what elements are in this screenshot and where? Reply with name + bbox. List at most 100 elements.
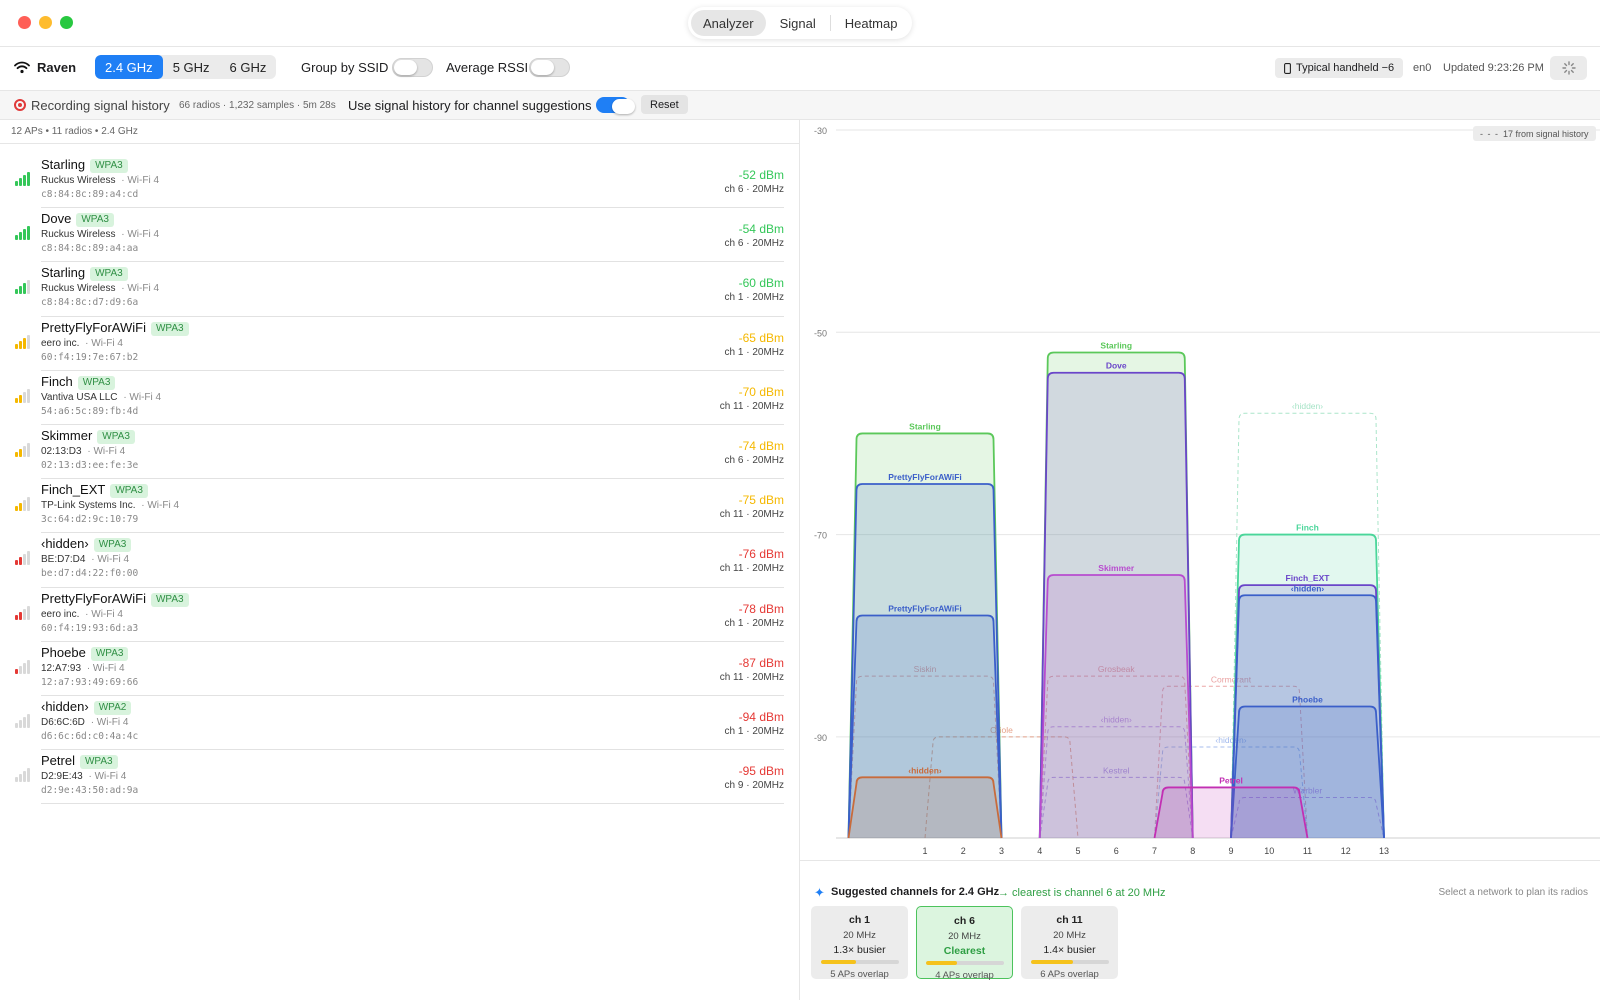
device-profile-label: Typical handheld −6: [1296, 62, 1395, 74]
curve-label: ‹hidden›: [1291, 583, 1325, 593]
card-utilization-fill: [925, 961, 957, 965]
ap-row[interactable]: PrettyFlyForAWiFi WPA3 eero inc. · Wi-Fi …: [0, 588, 800, 642]
ap-row[interactable]: Finch_EXT WPA3 TP-Link Systems Inc. · Wi-…: [0, 479, 800, 534]
channel-graph[interactable]: -30-50-70-901 2 3 4 5 6 7 8 9 10 11 12 13‹hidden›Sis…: [800, 120, 1600, 860]
signal-bar: [23, 229, 26, 241]
signal-bar: [23, 771, 26, 783]
signal-bar: [19, 232, 22, 241]
ap-row[interactable]: ‹hidden› WPA2 D6:6C:6D · Wi-Fi 4 d6:6c:6d…: [0, 696, 800, 751]
channel-curve: [1230, 412, 1385, 839]
ap-vendor-label: D2:9E:43: [41, 771, 83, 783]
signal-bar: [23, 445, 26, 457]
ap-ssid-label: PrettyFlyForAWiFi: [41, 319, 146, 335]
security-badge: WPA3: [76, 213, 114, 228]
channel-curve: [1039, 726, 1194, 839]
channel-curve: [1154, 685, 1308, 839]
band-6ghz-button[interactable]: 6 GHz: [229, 59, 267, 75]
refresh-button[interactable]: [1550, 56, 1587, 80]
ap-ssid: Petrel WPA3: [41, 753, 118, 770]
channel-curve: [847, 614, 1003, 839]
card-utilization-bar: [820, 960, 899, 964]
signal-bar: [15, 289, 18, 295]
tab-signal[interactable]: Signal: [779, 15, 816, 31]
signal-strength-icon: [15, 658, 31, 674]
ap-ssid-label: Finch_EXT: [41, 482, 106, 498]
ap-channel: ch 6 · 20MHz: [724, 238, 784, 250]
curve-label: Finch_EXT: [1286, 573, 1331, 583]
ap-ssid-label: ‹hidden›: [41, 536, 89, 552]
ap-ssid-label: Starling: [41, 157, 86, 172]
signal-strength-icon: [15, 387, 31, 403]
ap-bssid: d2:9e:43:50:ad:9a: [41, 785, 139, 797]
ap-bssid: 60:f4:19:7e:67:b2: [41, 351, 139, 363]
ap-ssid-label: Phoebe: [41, 644, 86, 660]
signal-bar: [23, 337, 26, 349]
ap-standard: · Wi-Fi 4: [91, 554, 130, 566]
ap-row[interactable]: Dove WPA3 Ruckus Wireless · Wi-Fi 4 c8:84…: [0, 208, 800, 263]
x-tick-label: 8: [1190, 846, 1195, 856]
signal-bar: [27, 605, 30, 620]
ap-ssid-label: ‹hidden›: [41, 698, 89, 714]
ap-channel: ch 1 · 20MHz: [724, 725, 784, 737]
ap-row[interactable]: Petrel WPA3 D2:9E:43 · Wi-Fi 4 d2:9e:43:5…: [0, 750, 800, 805]
zoom-window-button[interactable]: [60, 16, 73, 29]
interface-name: Raven: [37, 60, 77, 75]
signal-bar: [27, 551, 30, 566]
channel-suggestion-card[interactable]: ch 1 20 MHz 1.3× busier 5 APs overlap: [811, 906, 908, 980]
recording-bar: Recording signal history 66 radios · 1,2…: [0, 90, 1600, 120]
ap-row[interactable]: PrettyFlyForAWiFi WPA3 eero inc. · Wi-Fi …: [0, 317, 800, 371]
card-busy: Clearest: [943, 945, 986, 957]
ap-channel: ch 11 · 20MHz: [719, 671, 784, 683]
ap-standard: · Wi-Fi 4: [85, 608, 123, 620]
band-5ghz-button[interactable]: 5 GHz: [172, 59, 210, 75]
ap-channel: ch 6 · 20MHz: [724, 454, 784, 466]
group-by-ssid-toggle[interactable]: [392, 58, 433, 77]
channel-curve: [1038, 371, 1194, 839]
signal-strength-icon: [15, 224, 31, 241]
card-busy: 1.3× busier: [833, 944, 886, 956]
ap-vendor: D2:9E:43 · Wi-Fi 4: [41, 771, 126, 782]
ap-bssid: c8:84:8c:d7:d9:6a: [41, 297, 139, 309]
ap-ssid-label: Finch: [41, 373, 73, 389]
signal-strength-icon: [15, 549, 31, 566]
ap-row[interactable]: Starling WPA3 Ruckus Wireless · Wi-Fi 4 c…: [0, 154, 800, 209]
reset-button[interactable]: Reset: [641, 95, 688, 114]
signal-bar: [19, 557, 22, 566]
tab-heatmap[interactable]: Heatmap: [844, 15, 898, 31]
signal-strength-icon: [15, 333, 31, 349]
ap-vendor-label: Ruckus Wireless: [41, 229, 116, 241]
channel-suggestion-card[interactable]: ch 11 20 MHz 1.4× busier 6 APs overlap: [1021, 906, 1118, 980]
toolbar: Raven 2.4 GHz 5 GHz 6 GHz Group by SSID …: [0, 46, 1600, 90]
close-window-button[interactable]: [18, 16, 31, 29]
ap-standard: · Wi-Fi 4: [90, 716, 129, 728]
minimize-window-button[interactable]: [39, 16, 52, 29]
ap-bssid: c8:84:8c:89:a4:cd: [41, 189, 139, 200]
ap-row[interactable]: ‹hidden› WPA3 BE:D7:D4 · Wi-Fi 4 be:d7:d4…: [0, 533, 800, 588]
ap-row[interactable]: Phoebe WPA3 12:A7:93 · Wi-Fi 4 12:a7:93:4…: [0, 642, 800, 696]
tab-analyzer[interactable]: Analyzer: [691, 10, 766, 36]
ap-row[interactable]: Starling WPA3 Ruckus Wireless · Wi-Fi 4 c…: [0, 262, 800, 317]
band-2-4ghz-button[interactable]: 2.4 GHz: [95, 55, 163, 79]
average-rssi-toggle[interactable]: [529, 58, 570, 77]
ap-row[interactable]: Skimmer WPA3 02:13:D3 · Wi-Fi 4 02:13:d3:…: [0, 425, 800, 480]
interface-id: en0: [1413, 62, 1432, 74]
signal-history-toggle[interactable]: [596, 97, 635, 114]
group-by-ssid-label: Group by SSID: [301, 60, 389, 75]
x-tick-label: 3: [999, 846, 1004, 856]
ap-bssid: d6:6c:6d:c0:4a:4c: [41, 730, 139, 742]
channel-curve: [1230, 533, 1385, 839]
suggestions-hint: Select a network to plan its radios: [1438, 887, 1588, 898]
device-profile-button[interactable]: Typical handheld −6: [1275, 58, 1404, 78]
ap-row[interactable]: Finch WPA3 Vantiva USA LLC · Wi-Fi 4 54:a…: [0, 371, 800, 425]
ap-bssid: 54:a6:5c:89:fb:4d: [41, 405, 139, 417]
ap-ssid-label: Dove: [41, 211, 72, 227]
signal-bar: [23, 608, 26, 620]
channel-curve: [1230, 584, 1385, 839]
signal-bar: [15, 397, 18, 403]
channel-suggestion-card[interactable]: ch 6 20 MHz Clearest 4 APs overlap: [916, 906, 1013, 981]
y-tick-label: -50: [814, 328, 827, 338]
ap-ssid: Finch_EXT WPA3: [41, 482, 148, 499]
security-badge: WPA3: [79, 755, 118, 770]
signal-bar: [15, 506, 18, 512]
ap-rssi: -60 dBm: [738, 276, 784, 291]
